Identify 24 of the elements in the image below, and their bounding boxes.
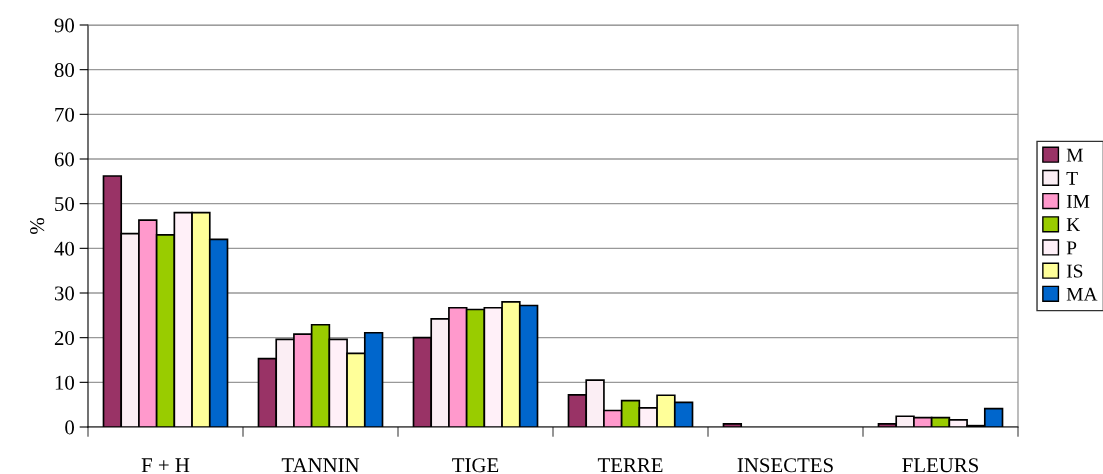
legend-label: IS (1066, 264, 1083, 278)
y-tick-label: 80 (54, 63, 75, 78)
y-tick-label: 10 (55, 375, 75, 390)
x-tick-label: TERRE (597, 458, 663, 473)
y-tick-label: 90 (54, 18, 75, 33)
x-tick-label: FLEURS (902, 458, 978, 473)
y-tick-label: 50 (55, 197, 75, 212)
y-tick-label: 70 (55, 107, 75, 122)
legend-label: M (1066, 148, 1083, 162)
y-tick-label: 0 (65, 420, 75, 435)
y-tick-label: 30 (54, 286, 75, 301)
legend-label: IM (1066, 195, 1090, 208)
x-tick-label: TANNIN (281, 458, 360, 473)
legend-label: MA (1066, 287, 1098, 301)
y-tick-label: 40 (54, 241, 75, 256)
y-tick-label: 20 (54, 331, 75, 346)
x-tick-label: F + H (141, 458, 190, 473)
legend-label: P (1066, 241, 1077, 255)
legend-label: T (1066, 171, 1078, 185)
legend-label: K (1066, 218, 1081, 232)
x-tick-label: INSECTES (737, 458, 833, 473)
y-tick-label: 60 (54, 152, 75, 167)
x-tick-label: TIGE (452, 458, 499, 473)
y-axis-title: % (30, 218, 45, 234)
